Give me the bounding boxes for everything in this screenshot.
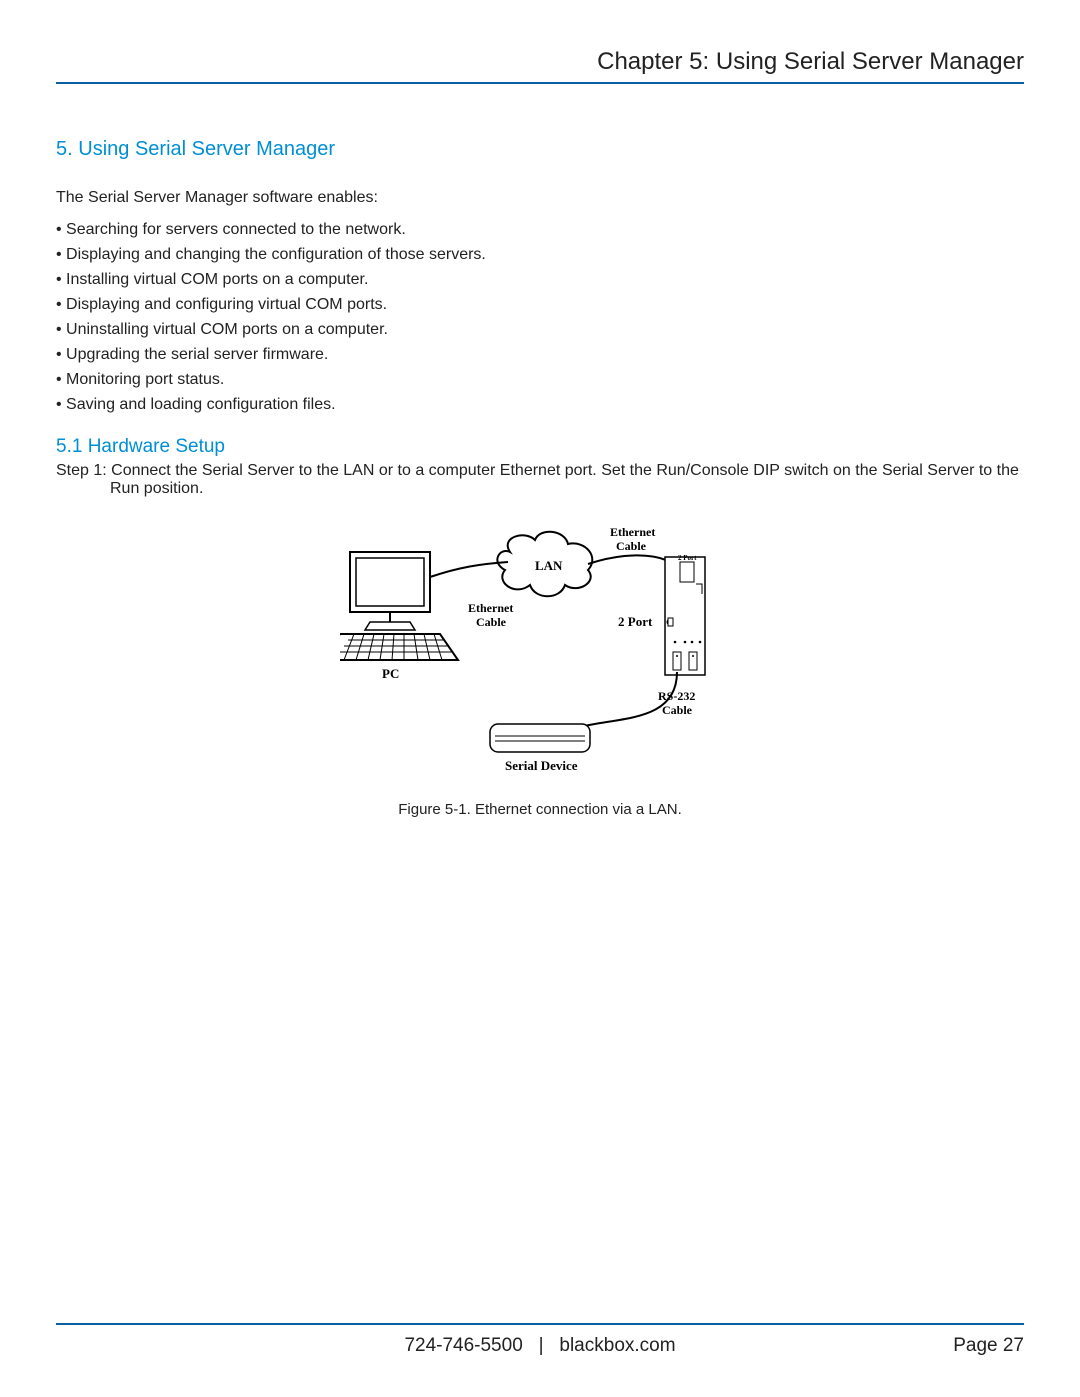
label-2port: 2 Port [618, 614, 653, 629]
list-item: Upgrading the serial server firmware. [56, 346, 1024, 364]
label-serial-device: Serial Device [505, 758, 578, 773]
label-lan: LAN [535, 558, 563, 573]
label-eth-top-2: Cable [616, 539, 647, 553]
intro-paragraph: The Serial Server Manager software enabl… [56, 189, 1024, 207]
page-header: Chapter 5: Using Serial Server Manager [56, 48, 1024, 84]
footer-site: blackbox.com [559, 1335, 675, 1356]
page: Chapter 5: Using Serial Server Manager 5… [0, 0, 1080, 1397]
step-label: Step 1: [56, 462, 107, 479]
label-eth-left-1: Ethernet [468, 601, 513, 615]
footer-phone: 724-746-5500 [404, 1335, 522, 1356]
subsection-heading: 5.1 Hardware Setup [56, 436, 1024, 458]
list-item: Monitoring port status. [56, 371, 1024, 389]
footer-sep: | [539, 1335, 544, 1356]
section-title: Using Serial Server Manager [78, 138, 335, 160]
list-item: Saving and loading configuration files. [56, 396, 1024, 414]
list-item: Displaying and changing the configuratio… [56, 246, 1024, 264]
list-item: Searching for servers connected to the n… [56, 221, 1024, 239]
list-item: Displaying and configuring virtual COM p… [56, 296, 1024, 314]
footer-center: 724-746-5500 | blackbox.com [56, 1335, 1024, 1357]
step-1: Step 1: Connect the Serial Server to the… [56, 462, 1024, 498]
label-pc: PC [382, 666, 399, 681]
label-rs232-1: RS-232 [658, 689, 695, 703]
page-footer: 724-746-5500 | blackbox.com Page 27 [56, 1323, 1024, 1357]
label-rs232-2: Cable [662, 703, 693, 717]
figure-diagram: PC LAN Ethernet Cable Ethernet Cable 2 P… [340, 522, 740, 782]
serial-device-icon [490, 724, 590, 752]
section-heading: 5. Using Serial Server Manager [56, 138, 1024, 161]
step-text: Connect the Serial Server to the LAN or … [110, 462, 1019, 497]
section-number: 5. [56, 138, 73, 160]
figure-wrap: PC LAN Ethernet Cable Ethernet Cable 2 P… [56, 522, 1024, 818]
subsection-title: Hardware Setup [88, 436, 225, 457]
list-item: Installing virtual COM ports on a comput… [56, 271, 1024, 289]
figure-caption: Figure 5-1. Ethernet connection via a LA… [56, 801, 1024, 818]
label-eth-top-1: Ethernet [610, 525, 655, 539]
subsection-number: 5.1 [56, 436, 82, 457]
enables-list: Searching for servers connected to the n… [56, 221, 1024, 414]
label-eth-left-2: Cable [476, 615, 507, 629]
label-2port-small: 2 Port [678, 554, 697, 562]
page-number: Page 27 [953, 1335, 1024, 1357]
list-item: Uninstalling virtual COM ports on a comp… [56, 321, 1024, 339]
chapter-title: Chapter 5: Using Serial Server Manager [597, 48, 1024, 75]
